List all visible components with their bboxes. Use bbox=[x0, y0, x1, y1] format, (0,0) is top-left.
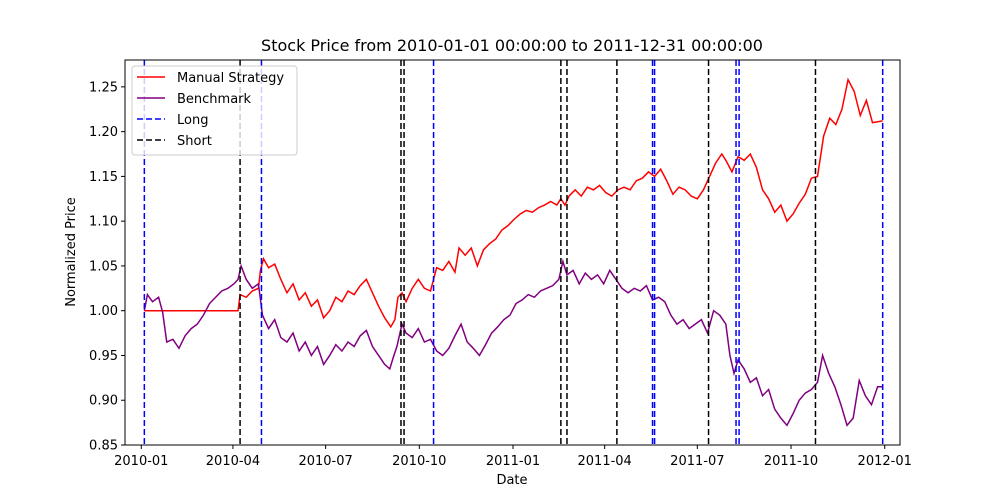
x-tick-label: 2011-04 bbox=[578, 454, 632, 469]
series-line-benchmark bbox=[143, 258, 883, 427]
x-tick-label: 2011-01 bbox=[486, 454, 540, 469]
y-tick-label: 0.95 bbox=[89, 349, 118, 364]
y-tick-label: 0.90 bbox=[89, 394, 118, 409]
y-tick-label: 1.25 bbox=[89, 80, 118, 95]
y-tick-label: 1.10 bbox=[89, 215, 118, 230]
x-tick-label: 2010-04 bbox=[206, 454, 260, 469]
legend: Manual Strategy Benchmark Long Short bbox=[131, 65, 298, 156]
legend-label-benchmark: Benchmark bbox=[177, 92, 252, 107]
plot-area-frame bbox=[124, 59, 901, 446]
y-tick-label: 0.85 bbox=[89, 439, 118, 454]
x-axis-label: Date bbox=[496, 473, 527, 488]
y-tick-label: 1.00 bbox=[89, 304, 118, 319]
y-tick-label: 1.15 bbox=[89, 170, 118, 185]
y-axis: 0.85 0.90 0.95 1.00 1.05 1.10 1.15 1.20 1.25 bbox=[89, 80, 125, 454]
x-tick-label: 2010-01 bbox=[114, 454, 168, 469]
x-tick-label: 2011-10 bbox=[764, 454, 818, 469]
legend-label-manual-strategy: Manual Strategy bbox=[177, 71, 284, 86]
chart-title: Stock Price from 2010-01-01 00:00:00 to … bbox=[261, 36, 763, 55]
series-line-manual-strategy bbox=[144, 77, 883, 329]
y-tick-label: 1.05 bbox=[89, 259, 118, 274]
y-axis-label: Normalized Price bbox=[64, 197, 79, 307]
legend-box bbox=[131, 65, 298, 156]
x-tick-label: 2010-07 bbox=[298, 454, 352, 469]
x-tick-label: 2010-10 bbox=[392, 454, 446, 469]
y-tick-label: 1.20 bbox=[89, 125, 118, 140]
legend-label-long: Long bbox=[177, 113, 208, 128]
x-tick-label: 2011-07 bbox=[670, 454, 724, 469]
x-tick-label: 2012-01 bbox=[858, 454, 912, 469]
x-axis: 2010-01 2010-04 2010-07 2010-10 2011-01 2011-… bbox=[114, 445, 912, 469]
legend-label-short: Short bbox=[177, 134, 212, 149]
